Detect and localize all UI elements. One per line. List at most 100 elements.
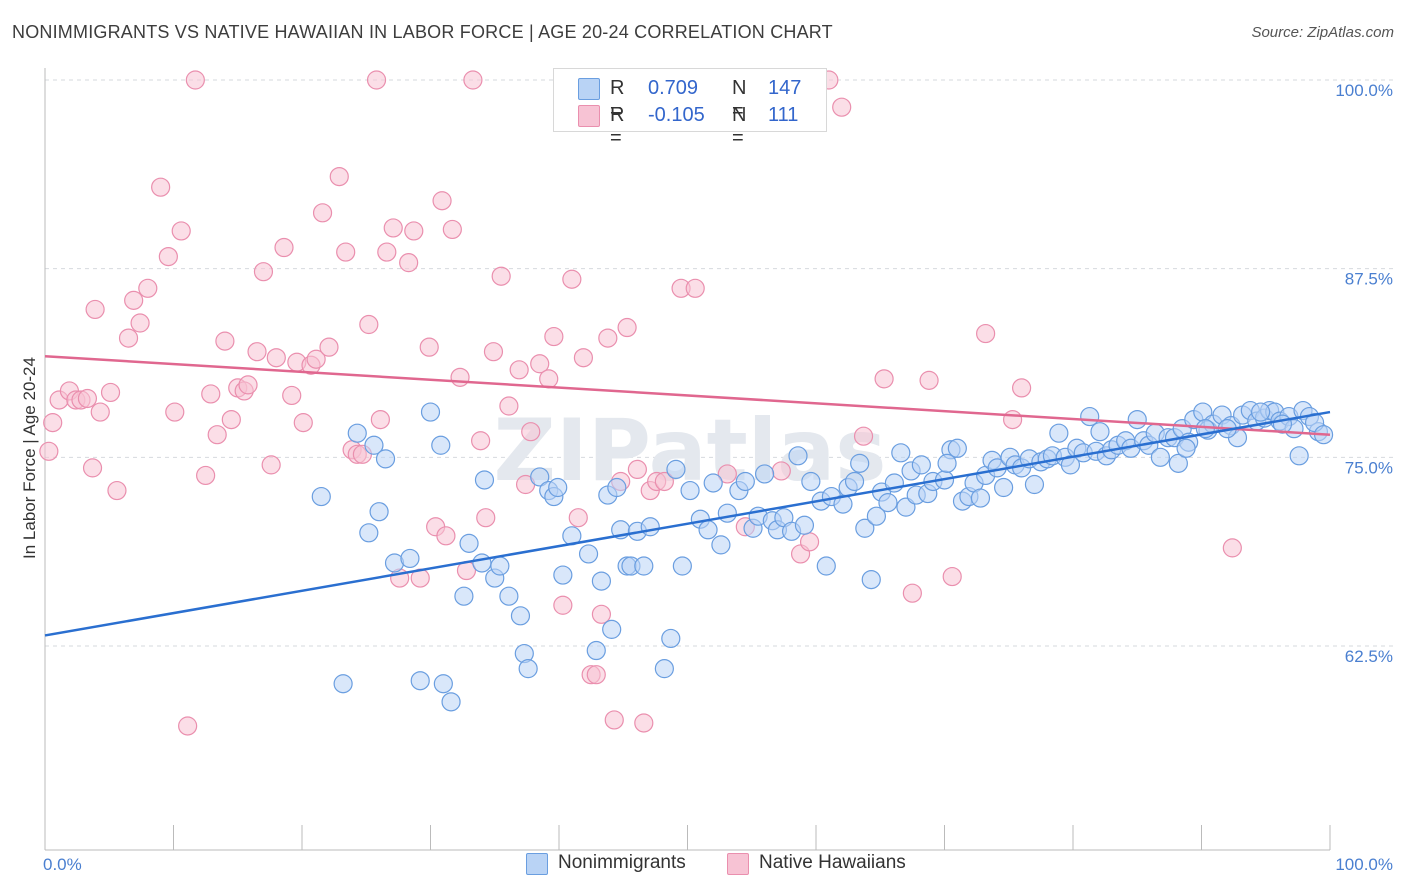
native-hawaiians-point xyxy=(483,342,504,362)
y-axis-label: In Labor Force | Age 20-24 xyxy=(20,357,39,559)
native-hawaiians-point xyxy=(491,266,511,286)
nonimmigrants-point xyxy=(1168,453,1188,473)
native-hawaiians-point xyxy=(238,375,258,395)
nonimmigrants-point xyxy=(947,438,967,458)
n-label: N = xyxy=(732,77,747,122)
nonimmigrants-point xyxy=(1127,410,1147,430)
nonimmigrants-point xyxy=(698,520,718,540)
nonimmigrants-point xyxy=(794,515,815,535)
nonimmigrants-point xyxy=(441,692,461,712)
native-hawaiians-point xyxy=(617,317,637,338)
nonimmigrants-point xyxy=(672,556,692,576)
trend-lines xyxy=(44,354,1331,637)
nonimmigrants-point xyxy=(518,659,538,679)
nonimmigrants-point xyxy=(553,565,573,585)
native-hawaiians-point xyxy=(293,413,313,433)
nonimmigrants-point xyxy=(1049,423,1069,443)
legend-swatch-blue xyxy=(578,78,600,100)
nonimmigrants-point xyxy=(654,659,674,679)
nonimmigrants-point xyxy=(548,477,568,498)
nonimmigrants-point xyxy=(788,446,808,466)
native-hawaiians-point xyxy=(266,348,286,368)
nonimmigrants-point xyxy=(454,586,474,606)
x-tick-label: 100.0% xyxy=(1335,855,1393,874)
nonimmigrants-point xyxy=(607,477,627,498)
nonimmigrants-point xyxy=(816,556,836,576)
legend-label: Native Hawaiians xyxy=(759,852,906,873)
legend-label: Nonimmigrants xyxy=(558,852,686,873)
nonimmigrants-point xyxy=(375,449,396,469)
nonimmigrants-point xyxy=(661,628,681,649)
source-label: Source: ZipAtlas.com xyxy=(1251,24,1394,41)
native-hawaiians-point xyxy=(138,278,158,298)
native-hawaiians-point xyxy=(306,349,326,369)
nonimmigrants-point xyxy=(530,467,550,487)
native-hawaiians-point xyxy=(573,348,594,368)
native-hawaiians-point xyxy=(562,269,582,289)
native-hawaiians-point xyxy=(530,354,550,374)
gridlines xyxy=(45,79,1395,647)
native-hawaiians-point xyxy=(598,328,618,348)
x-tick-label: 0.0% xyxy=(43,855,82,874)
nonimmigrants-point xyxy=(1090,422,1110,442)
native-hawaiians-point xyxy=(85,299,105,320)
native-hawaiians-point xyxy=(201,384,221,404)
nonimmigrants-point xyxy=(1150,447,1170,467)
n-value: 147 xyxy=(768,77,802,99)
native-hawaiians-point xyxy=(130,313,150,333)
native-hawaiians-point xyxy=(604,710,624,730)
nonimmigrants-point xyxy=(1024,474,1045,495)
native-hawaiians-point xyxy=(383,218,403,238)
native-hawaiians-point xyxy=(1222,538,1242,558)
nonimmigrants-point xyxy=(602,619,622,639)
nonimmigrants-point xyxy=(634,556,654,576)
native-hawaiians-point xyxy=(215,331,235,351)
nonimmigrants-point xyxy=(937,453,957,473)
native-hawaiians-point xyxy=(553,595,573,615)
nonimmigrants-point xyxy=(717,503,737,523)
native-hawaiians-point xyxy=(359,314,379,335)
native-hawaiians-point xyxy=(942,566,962,587)
y-tick-label: 75.0% xyxy=(1345,458,1393,477)
native-hawaiians-point xyxy=(377,242,397,262)
nonimmigrants-point xyxy=(970,488,991,508)
nonimmigrants-point xyxy=(878,493,898,513)
nonimmigrants-point xyxy=(861,569,881,590)
nonimmigrants-point xyxy=(472,553,492,573)
nonimmigrants-point xyxy=(433,674,453,694)
native-hawaiians-point xyxy=(158,246,178,267)
nonimmigrants-point xyxy=(640,517,660,537)
nonimmigrants-point xyxy=(911,455,931,475)
native-hawaiians-point xyxy=(627,459,647,480)
native-hawaiians-point xyxy=(312,203,333,223)
native-hawaiians-point xyxy=(685,278,705,298)
native-hawaiians-point xyxy=(1003,410,1023,430)
nonimmigrants-point xyxy=(510,606,531,626)
nonimmigrants-point xyxy=(578,544,599,564)
nonimmigrants-point xyxy=(400,548,420,569)
native-hawaiians-point xyxy=(185,70,205,90)
nonimmigrants-point xyxy=(866,506,886,526)
native-hawaiians-point xyxy=(591,604,612,624)
legend-swatch-pink xyxy=(727,853,749,875)
native-hawaiians-point xyxy=(799,532,820,552)
native-hawaiians-point xyxy=(247,342,267,362)
native-hawaiians-point xyxy=(221,410,241,430)
native-hawaiians-point xyxy=(509,360,529,380)
native-hawaiians-point xyxy=(207,425,227,445)
nonimmigrants-point xyxy=(586,640,606,661)
nonimmigrants-point xyxy=(333,674,353,694)
nonimmigrants-point xyxy=(735,471,755,492)
nonimmigrants-point xyxy=(431,435,451,455)
native-hawaiians-point xyxy=(499,396,519,416)
nonimmigrants-point xyxy=(1251,402,1271,422)
native-hawaiians-point xyxy=(39,441,59,461)
native-hawaiians-point xyxy=(370,410,390,430)
native-hawaiians-point xyxy=(151,177,171,197)
native-hawaiians-point xyxy=(274,237,294,258)
native-hawaiians-point xyxy=(366,70,387,90)
nonimmigrants-point xyxy=(1060,455,1081,475)
native-hawaiians-point xyxy=(463,70,483,90)
native-hawaiians-point xyxy=(118,328,139,348)
native-hawaiians-point xyxy=(319,337,339,357)
